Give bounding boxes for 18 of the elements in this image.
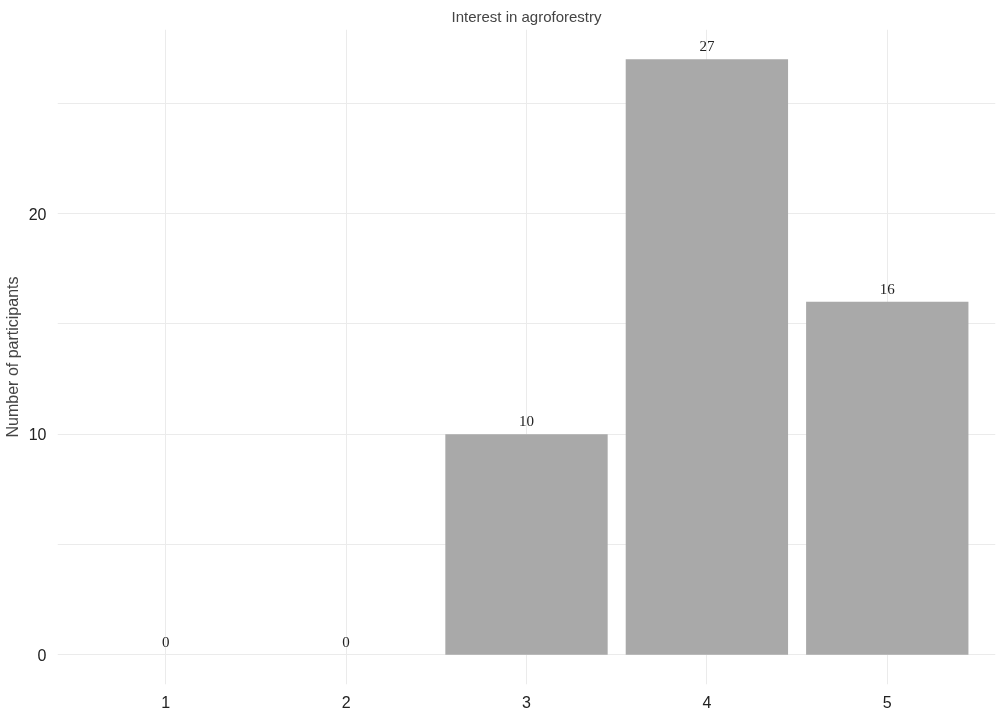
y-tick-label: 20 <box>28 205 47 223</box>
x-tick-label: 3 <box>522 693 532 711</box>
data-label: 27 <box>699 38 715 55</box>
data-label: 0 <box>161 633 170 650</box>
y-tick-label: 10 <box>28 426 47 444</box>
bar <box>445 434 608 655</box>
x-tick-label: 2 <box>341 693 351 711</box>
bar <box>806 301 969 655</box>
data-label: 16 <box>879 280 896 297</box>
x-tick-label: 1 <box>161 693 171 711</box>
chart-title: Interest in agroforestry <box>451 7 603 25</box>
x-tick-label: 4 <box>702 693 712 711</box>
bar <box>625 59 789 655</box>
data-label: 10 <box>519 413 534 430</box>
y-axis-title: Number of participants <box>3 276 21 438</box>
y-tick-label: 0 <box>37 646 47 664</box>
data-label: 0 <box>342 633 350 650</box>
x-tick-label: 5 <box>882 693 892 711</box>
